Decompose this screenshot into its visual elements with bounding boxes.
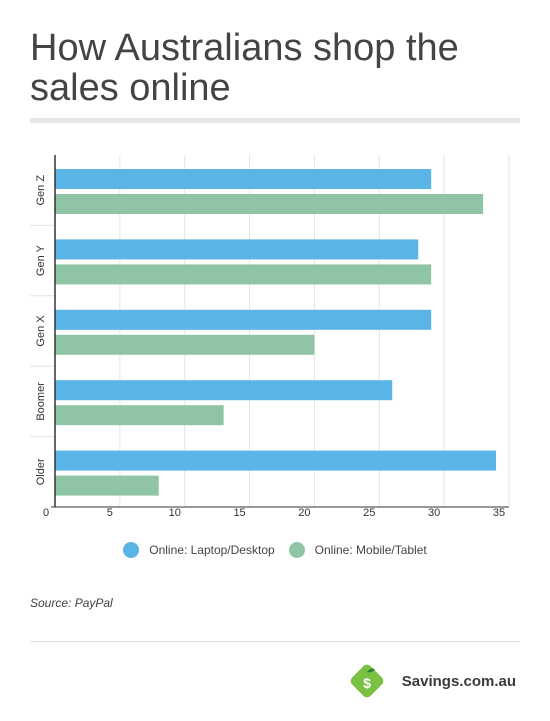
x-tick-label: 10	[169, 507, 181, 519]
chart-legend: Online: Laptop/Desktop Online: Mobile/Ta…	[0, 542, 550, 558]
x-tick-label: 15	[233, 507, 245, 519]
legend-swatch-desktop	[123, 542, 140, 558]
bar-desktop	[55, 239, 419, 260]
title-divider	[30, 118, 520, 123]
legend-label-mobile: Online: Mobile/Tablet	[314, 543, 427, 557]
bar-mobile	[55, 194, 484, 214]
bar-desktop	[55, 380, 393, 401]
brand-name: Savings.com.au	[401, 672, 516, 690]
legend-item-desktop[interactable]: Online: Laptop/Desktop	[123, 542, 275, 558]
x-tick-label: 0	[43, 507, 49, 519]
brand[interactable]: $ Savings.com.au	[346, 660, 516, 702]
category-label: Older	[35, 458, 47, 485]
category-label: Gen Z	[35, 175, 47, 206]
bar-mobile	[55, 264, 432, 285]
savings-logo-icon: $	[350, 664, 384, 698]
x-tick-label: 25	[363, 507, 375, 519]
bar-mobile	[55, 334, 315, 355]
category-label: Gen X	[35, 315, 47, 347]
x-tick-label: 35	[493, 507, 505, 519]
bar-mobile	[55, 475, 159, 496]
svg-text:$: $	[363, 675, 371, 691]
category-label: Boomer	[35, 382, 47, 421]
footer-divider	[30, 641, 520, 642]
category-label: Gen Y	[35, 244, 47, 276]
source-note: Source: PayPal	[30, 596, 113, 610]
bar-chart: Gen Z Gen Y Gen X Boomer Older 0 5 10 15 20 25 30 35	[30, 155, 510, 519]
x-tick-label: 5	[107, 507, 113, 519]
bar-desktop	[55, 169, 432, 189]
bar-desktop	[55, 450, 497, 471]
legend-swatch-mobile	[288, 542, 305, 558]
bar-desktop	[55, 309, 432, 330]
legend-item-mobile[interactable]: Online: Mobile/Tablet	[288, 542, 427, 558]
x-tick-label: 20	[298, 507, 310, 519]
legend-label-desktop: Online: Laptop/Desktop	[149, 543, 275, 557]
x-tick-label: 30	[428, 507, 440, 519]
page-title: How Australians shop the sales online	[30, 27, 459, 109]
bar-mobile	[55, 405, 224, 426]
